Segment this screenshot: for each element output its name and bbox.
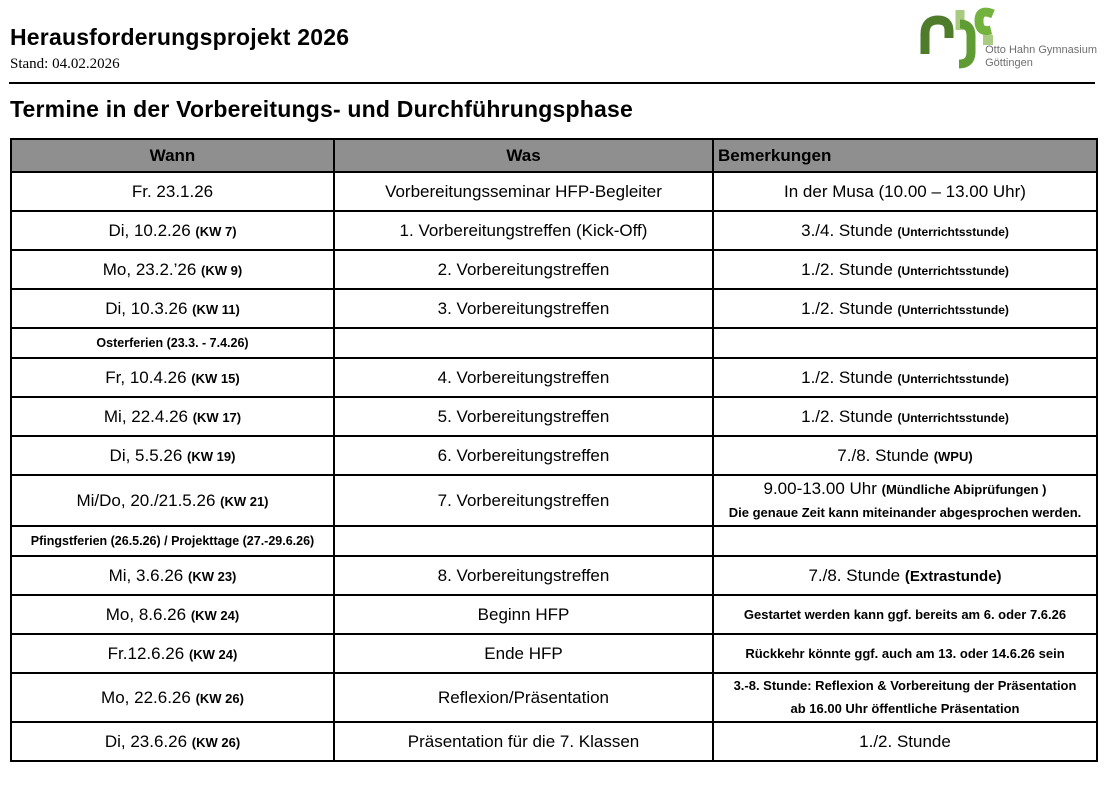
- cell-was: [333, 327, 714, 359]
- schedule-row: Mo, 23.2.’26 (KW 9) 2. Vorbereitungstreff…: [10, 249, 1098, 290]
- cell-was: 6. Vorbereitungstreffen: [333, 435, 714, 476]
- cell-wann: Di, 5.5.26 (KW 19): [10, 435, 335, 476]
- cell-was: [333, 525, 714, 557]
- schedule-row: Mo, 8.6.26 (KW 24) Beginn HFP Gestartet we…: [10, 594, 1098, 635]
- cell-bemerkungen: 3./4. Stunde (Unterrichtsstunde): [712, 210, 1098, 251]
- cell-bemerkungen: 1./2. Stunde (Unterrichtsstunde): [712, 357, 1098, 398]
- schedule-row: Fr.12.6.26 (KW 24) Ende HFP Rückkehr könnt…: [10, 633, 1098, 674]
- schedule-row: Di, 23.6.26 (KW 26) Präsentation für die …: [10, 721, 1098, 762]
- column-header-was: Was: [333, 138, 714, 173]
- schedule-row: Fr. 23.1.26 Vorbereitungsseminar HFP-Begl…: [10, 171, 1098, 212]
- cell-bemerkungen: 9.00-13.00 Uhr (Mündliche Abiprüfungen )…: [712, 474, 1098, 527]
- cell-was: 8. Vorbereitungstreffen: [333, 555, 714, 596]
- cell-was: 4. Vorbereitungstreffen: [333, 357, 714, 398]
- cell-was: Vorbereitungsseminar HFP-Begleiter: [333, 171, 714, 212]
- cell-wann: Pfingstferien (26.5.26) / Projekttage (2…: [10, 525, 335, 557]
- stand-date: Stand: 04.02.2026: [10, 56, 120, 72]
- cell-wann: Di, 10.2.26 (KW 7): [10, 210, 335, 251]
- cell-bemerkungen: [712, 327, 1098, 359]
- schedule-row: Mi/Do, 20./21.5.26 (KW 21) 7. Vorbereitun…: [10, 474, 1098, 527]
- cell-was: 2. Vorbereitungstreffen: [333, 249, 714, 290]
- cell-bemerkungen: 1./2. Stunde (Unterrichtsstunde): [712, 288, 1098, 329]
- cell-wann: Fr. 23.1.26: [10, 171, 335, 212]
- cell-was: 3. Vorbereitungstreffen: [333, 288, 714, 329]
- cell-wann: Mo, 23.2.’26 (KW 9): [10, 249, 335, 290]
- cell-bemerkungen: Rückkehr könnte ggf. auch am 13. oder 14…: [712, 633, 1098, 674]
- cell-wann: Osterferien (23.3. - 7.4.26): [10, 327, 335, 359]
- schedule-row: Mo, 22.6.26 (KW 26) Reflexion/Präsentatio…: [10, 672, 1098, 723]
- cell-bemerkungen: 7./8. Stunde (WPU): [712, 435, 1098, 476]
- cell-wann: Mo, 22.6.26 (KW 26): [10, 672, 335, 723]
- column-header-wann: Wann: [10, 138, 335, 173]
- cell-was: Ende HFP: [333, 633, 714, 674]
- schedule-row: Di, 10.3.26 (KW 11) 3. Vorbereitungstreff…: [10, 288, 1098, 329]
- schedule-row: Di, 5.5.26 (KW 19) 6. Vorbereitungstreffe…: [10, 435, 1098, 476]
- cell-was: Beginn HFP: [333, 594, 714, 635]
- cell-wann: Di, 10.3.26 (KW 11): [10, 288, 335, 329]
- cell-wann: Di, 23.6.26 (KW 26): [10, 721, 335, 762]
- cell-bemerkungen: 7./8. Stunde (Extrastunde): [712, 555, 1098, 596]
- cell-bemerkungen: [712, 525, 1098, 557]
- cell-was: Präsentation für die 7. Klassen: [333, 721, 714, 762]
- cell-wann: Mi, 22.4.26 (KW 17): [10, 396, 335, 437]
- holiday-row: Pfingstferien (26.5.26) / Projekttage (2…: [10, 525, 1098, 557]
- school-name: Otto Hahn Gymnasium Göttingen: [985, 44, 1097, 76]
- school-name-line2: Göttingen: [985, 57, 1033, 70]
- cell-was: 1. Vorbereitungstreffen (Kick-Off): [333, 210, 714, 251]
- schedule-row: Mi, 3.6.26 (KW 23) 8. Vorbereitungstreffe…: [10, 555, 1098, 596]
- document-header: Herausforderungsprojekt 2026 Stand: 04.0…: [0, 0, 1105, 73]
- header-divider: [9, 82, 1095, 84]
- cell-wann: Fr.12.6.26 (KW 24): [10, 633, 335, 674]
- cell-was: 7. Vorbereitungstreffen: [333, 474, 714, 527]
- table-header-row: Wann Was Bemerkungen: [10, 138, 1098, 173]
- cell-wann: Fr, 10.4.26 (KW 15): [10, 357, 335, 398]
- school-logo: Otto Hahn Gymnasium Göttingen: [913, 4, 1097, 75]
- cell-was: Reflexion/Präsentation: [333, 672, 714, 723]
- ohg-logo-icon: [913, 4, 997, 75]
- schedule-row: Fr, 10.4.26 (KW 15) 4. Vorbereitungstreff…: [10, 357, 1098, 398]
- cell-bemerkungen: 1./2. Stunde (Unterrichtsstunde): [712, 396, 1098, 437]
- cell-bemerkungen: 1./2. Stunde (Unterrichtsstunde): [712, 249, 1098, 290]
- cell-was: 5. Vorbereitungstreffen: [333, 396, 714, 437]
- cell-wann: Mi, 3.6.26 (KW 23): [10, 555, 335, 596]
- cell-bemerkungen: 1./2. Stunde: [712, 721, 1098, 762]
- column-header-bemerkungen: Bemerkungen: [712, 138, 1098, 173]
- holiday-row: Osterferien (23.3. - 7.4.26): [10, 327, 1098, 359]
- schedule-row: Di, 10.2.26 (KW 7) 1. Vorbereitungstreffe…: [10, 210, 1098, 251]
- cell-wann: Mi/Do, 20./21.5.26 (KW 21): [10, 474, 335, 527]
- schedule-row: Mi, 22.4.26 (KW 17) 5. Vorbereitungstreff…: [10, 396, 1098, 437]
- school-name-line1: Otto Hahn Gymnasium: [985, 43, 1097, 56]
- cell-bemerkungen: In der Musa (10.00 – 13.00 Uhr): [712, 171, 1098, 212]
- section-title: Termine in der Vorbereitungs- und Durchf…: [10, 96, 633, 122]
- cell-bemerkungen: 3.-8. Stunde: Reflexion & Vorbereitung d…: [712, 672, 1098, 723]
- cell-wann: Mo, 8.6.26 (KW 24): [10, 594, 335, 635]
- schedule-table: Wann Was Bemerkungen Fr. 23.1.26 Vorberei…: [10, 138, 1098, 762]
- page-title: Herausforderungsprojekt 2026: [10, 24, 350, 50]
- cell-bemerkungen: Gestartet werden kann ggf. bereits am 6.…: [712, 594, 1098, 635]
